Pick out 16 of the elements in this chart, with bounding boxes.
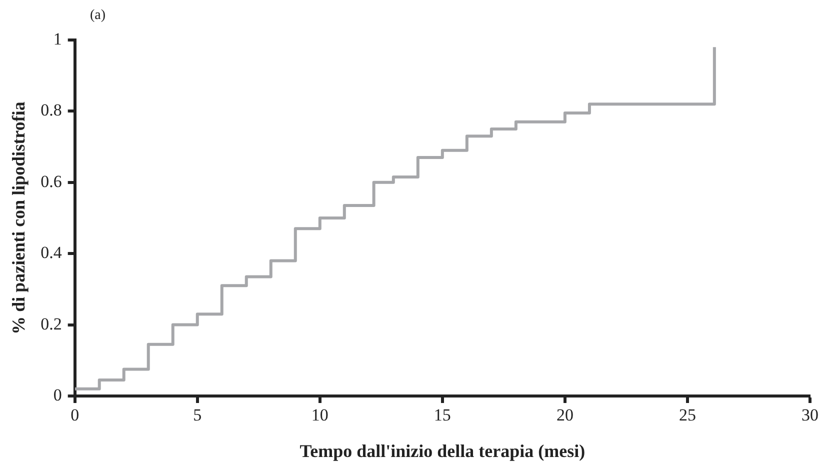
y-tick-label: 0.4 (40, 243, 62, 262)
x-tick-label: 15 (434, 406, 451, 425)
x-tick-label: 0 (70, 406, 80, 425)
y-tick-label: 1 (53, 29, 62, 48)
x-tick-label: 30 (802, 406, 818, 425)
x-tick-label: 25 (678, 406, 696, 425)
x-axis-title: Tempo dall'inizio della terapia (mesi) (300, 440, 586, 461)
y-tick-label: 0.8 (40, 100, 62, 120)
y-tick-label: 0.6 (40, 172, 62, 191)
y-tick-label: 0 (53, 385, 62, 404)
x-tick-label: 5 (193, 406, 202, 425)
x-tick-label: 10 (311, 406, 328, 425)
y-axis-title: % di pazienti con lipodistrofia (8, 102, 28, 334)
text: (a) (90, 8, 106, 24)
x-tick-label: 20 (556, 406, 574, 425)
y-tick-label: 0.2 (40, 314, 62, 334)
